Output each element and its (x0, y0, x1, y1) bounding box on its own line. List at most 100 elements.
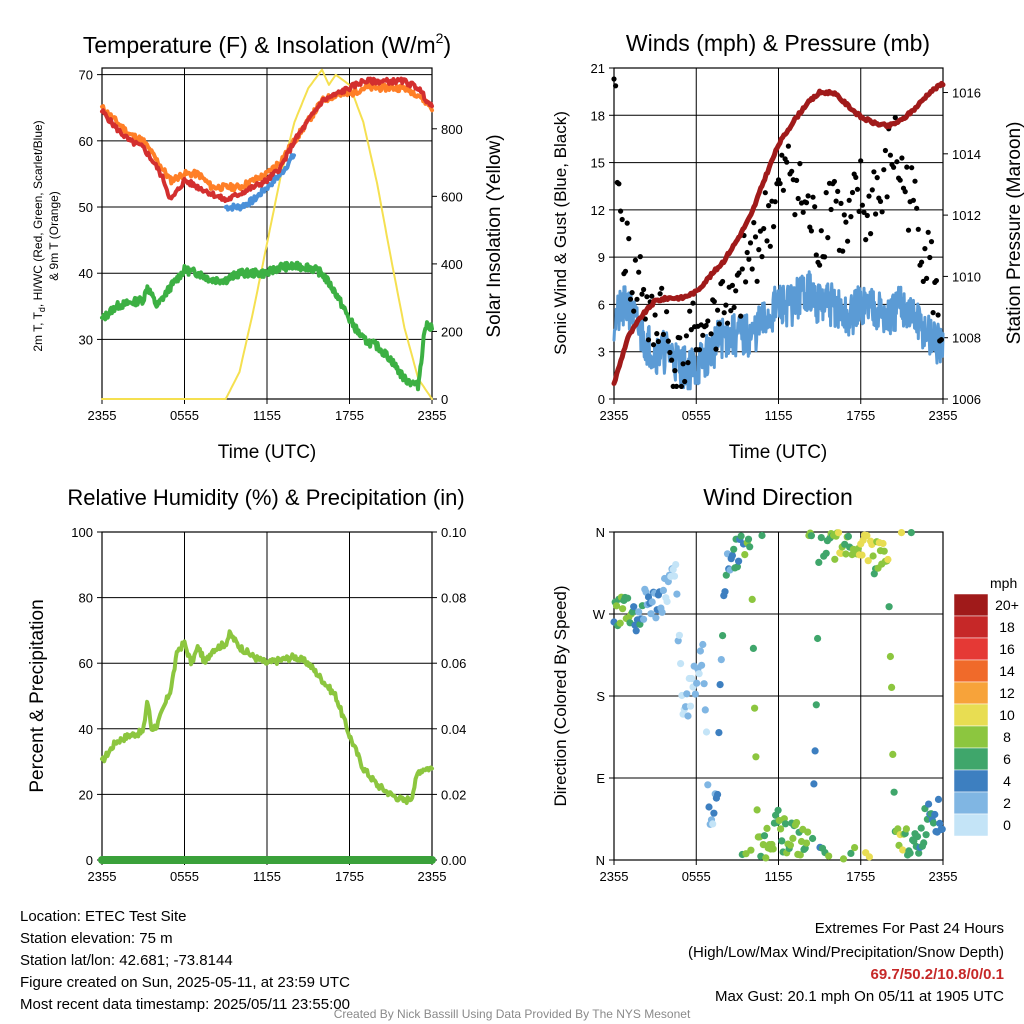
gust-point (672, 368, 678, 374)
wind-x-label: Time (UTC) (729, 442, 828, 463)
direction-point (696, 647, 705, 655)
x-tick-label: 2355 (418, 869, 447, 884)
gust-point (713, 346, 719, 352)
y-tick-label: 70 (79, 68, 93, 83)
gust-point (871, 169, 877, 175)
direction-point (652, 614, 660, 622)
gust-point (751, 220, 757, 226)
y2-tick-label: 1016 (952, 86, 981, 101)
direction-point (774, 806, 782, 814)
gust-point (645, 337, 652, 343)
direction-point (885, 603, 893, 611)
y-tick-label: 18 (591, 108, 605, 123)
gust-point (677, 335, 683, 341)
windchill-line (223, 153, 296, 212)
direction-point (938, 825, 946, 833)
gust-point (669, 357, 675, 363)
y-tick-label: 40 (79, 266, 93, 281)
gust-point (835, 188, 841, 194)
y2-tick-label: 0.04 (441, 722, 466, 737)
gust-point (810, 194, 816, 200)
legend-swatch (953, 703, 989, 727)
dir-panel-title: Wind Direction (703, 484, 853, 510)
gust-point (914, 205, 920, 211)
plot-frame (101, 67, 433, 400)
gust-point (637, 254, 643, 260)
gust-point (854, 186, 861, 192)
y-tick-label: W (593, 607, 606, 622)
direction-point (809, 834, 817, 843)
y-tick-label: 15 (591, 156, 605, 171)
gust-point (667, 349, 673, 356)
direction-point (715, 729, 723, 737)
gust-point (744, 249, 750, 256)
temp-panel: 30 40 50 60 70 0 200 400 600 800 2355 0555 1155 1755 2… (79, 67, 463, 423)
info-location: Location: ETEC Test Site (20, 908, 187, 925)
gust-point (825, 235, 831, 241)
direction-point (658, 608, 666, 616)
gust-point (631, 308, 637, 314)
extremes-title: Extremes For Past 24 Hours (814, 920, 1004, 937)
gust-point (864, 212, 870, 219)
direction-point (683, 690, 691, 698)
direction-point (719, 632, 727, 640)
legend-swatch (953, 615, 989, 639)
gust-point (869, 187, 875, 193)
gust-point (723, 302, 729, 308)
wind-panel-title: Winds (mph) & Pressure (mb) (626, 30, 930, 56)
legend-swatch (953, 769, 989, 793)
direction-point (869, 552, 877, 560)
direction-point (814, 634, 822, 643)
gust-point (721, 310, 727, 316)
gust-point (664, 309, 670, 315)
direction-point (907, 529, 915, 537)
gust-point (619, 216, 625, 223)
direction-point (636, 620, 644, 628)
gust-point (716, 321, 722, 327)
y-tick-label: 6 (598, 297, 605, 312)
gust-point (902, 189, 908, 195)
gust-point (657, 291, 663, 297)
direction-point (839, 855, 848, 863)
temp-x-label: Time (UTC) (218, 442, 317, 463)
gust-point (808, 228, 815, 234)
plot-frame (613, 67, 944, 400)
direction-point (915, 849, 923, 857)
gust-point (795, 195, 801, 202)
temp-9m-line (100, 82, 434, 193)
gust-point (892, 115, 898, 121)
gust-point (626, 236, 632, 242)
gust-point (924, 275, 930, 281)
direction-point (659, 586, 668, 595)
y-tick-label: 80 (79, 591, 93, 606)
gust-point (822, 254, 828, 260)
legend-label: 18 (999, 619, 1015, 635)
direction-point (880, 547, 888, 555)
x-tick-label: 0555 (682, 869, 711, 884)
y-tick-label: 20 (79, 787, 93, 802)
y-tick-label: 3 (598, 345, 605, 360)
direction-point (902, 825, 911, 833)
gust-point (696, 347, 703, 353)
direction-point (698, 661, 706, 669)
gust-point (861, 209, 867, 215)
credit-line: Created By Nick Bassill Using Data Provi… (333, 1007, 691, 1021)
rh-panel: 0 20 40 60 80 100 0.00 0.02 0.04 0.06 0.08 0.10 2355… (71, 525, 466, 884)
gust-point (779, 152, 785, 158)
y2-tick-label: 600 (441, 189, 463, 204)
direction-point (747, 846, 755, 854)
gust-point (904, 164, 910, 170)
gust-point (919, 259, 925, 265)
gust-point (632, 257, 639, 263)
gust-point (731, 304, 737, 310)
direction-point (847, 849, 855, 858)
direction-point (672, 561, 680, 569)
gust-point (673, 383, 680, 389)
y-tick-label: 30 (79, 332, 93, 347)
direction-point (884, 555, 892, 564)
legend-label: 16 (999, 641, 1015, 657)
gust-point (803, 200, 810, 206)
direction-point (929, 819, 938, 827)
direction-point (777, 825, 785, 833)
